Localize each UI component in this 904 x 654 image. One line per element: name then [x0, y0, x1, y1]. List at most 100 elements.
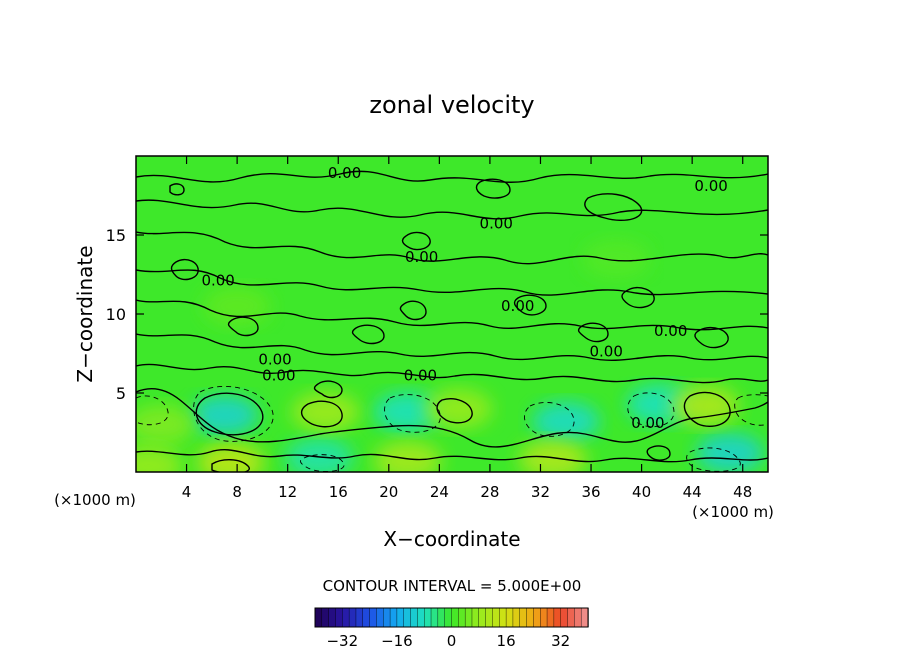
plot-area: 0.000.000.000.000.000.000.000.000.000.00…: [106, 155, 769, 501]
x-tick-label: 40: [632, 483, 651, 501]
y-axis-ticks: 5 10 15: [106, 226, 768, 403]
colorbar-tick-label: 32: [551, 632, 570, 650]
contour-labels: 0.000.000.000.000.000.000.000.000.000.00…: [201, 164, 727, 432]
x-unit-right: (×1000 m): [692, 503, 774, 521]
colorbar-cell: [430, 607, 439, 628]
colorbar-cell: [383, 607, 391, 628]
contour-line: [170, 258, 199, 281]
field-blob: [136, 445, 183, 472]
contour-line: [195, 392, 264, 436]
contour-label: 0.00: [405, 248, 438, 266]
field-blob: [196, 442, 265, 472]
chart-title: zonal velocity: [369, 91, 534, 119]
colorbar-cell: [464, 607, 473, 628]
colorbar-cell: [410, 607, 419, 628]
colorbar-cell: [328, 607, 337, 628]
colorbar-cell: [499, 607, 507, 628]
colorbar-cell: [335, 607, 344, 628]
colorbar-cell: [478, 607, 487, 628]
field-blob: [285, 437, 354, 472]
x-unit-left: (×1000 m): [54, 491, 136, 509]
x-tick-label: 48: [733, 483, 752, 501]
y-tick-label: 15: [106, 226, 126, 245]
colorbar-cell: [553, 607, 562, 628]
field-blob: [373, 440, 442, 472]
x-tick-label: 20: [379, 483, 398, 501]
field-blob: [696, 433, 765, 472]
colorbar-tick-label: 0: [447, 632, 457, 650]
contour-label: 0.00: [262, 366, 295, 384]
contour-label: 0.00: [404, 366, 437, 384]
colorbar-tick-label: −16: [381, 632, 413, 650]
field-blob: [373, 391, 442, 432]
colorbar-cell: [417, 607, 425, 628]
x-tick-label: 24: [430, 483, 449, 501]
x-tick-label: 44: [683, 483, 702, 501]
colorbar: −32 −16 0 16 32: [314, 607, 589, 650]
contour-label: 0.00: [501, 297, 534, 315]
colorbar-cell: [437, 607, 446, 628]
colorbar-cell: [389, 607, 398, 628]
y-tick-label: 5: [116, 384, 126, 403]
contour-interval-label: CONTOUR INTERVAL = 5.000E+00: [323, 577, 582, 595]
colorbar-cell: [485, 607, 494, 628]
contour-line: [436, 398, 473, 424]
field-blob: [519, 439, 588, 472]
x-axis-ticks: 4 8 12 16 20 24 28 32 36 40 44 48: [182, 156, 752, 501]
x-tick-label: 16: [329, 483, 348, 501]
contour-line: [136, 170, 768, 183]
colorbar-cell: [403, 607, 412, 628]
field-blob: [136, 404, 196, 445]
colorbar-cell: [560, 607, 569, 628]
contour-line: [683, 391, 731, 428]
x-axis-label: X−coordinate: [383, 527, 520, 551]
x-tick-label: 32: [531, 483, 550, 501]
colorbar-cell: [321, 607, 330, 628]
contour-line: [577, 322, 609, 343]
colorbar-tick-label: 16: [497, 632, 516, 650]
x-tick-label: 12: [278, 483, 297, 501]
contour-line: [301, 400, 343, 428]
negative-contour-line: [734, 394, 768, 426]
colorbar-cells: [314, 607, 589, 628]
colorbar-cell: [519, 607, 528, 628]
contour-label: 0.00: [328, 164, 361, 182]
contour-lines: [136, 170, 768, 472]
x-tick-label: 28: [480, 483, 499, 501]
contour-line: [136, 269, 768, 296]
colorbar-cell: [546, 607, 555, 628]
colorbar-cell: [355, 607, 364, 628]
colorbar-cell: [471, 607, 480, 628]
contour-line: [211, 459, 251, 472]
colorbar-ticks: −32 −16 0 16 32: [326, 632, 570, 650]
contour-line: [136, 449, 768, 463]
colorbar-cell: [526, 607, 535, 628]
contour-line: [227, 316, 259, 337]
contour-line: [399, 300, 427, 321]
negative-contour-line: [300, 454, 345, 472]
colorbar-cell: [492, 607, 500, 628]
colorbar-cell: [396, 607, 405, 628]
contour-line: [169, 183, 185, 196]
field-blob: [203, 286, 272, 327]
negative-contour-line: [136, 395, 169, 426]
x-tick-label: 36: [581, 483, 600, 501]
contour-label: 0.00: [258, 351, 291, 369]
contour-line: [513, 294, 547, 316]
field-blob: [582, 238, 651, 279]
contour-line: [136, 299, 768, 331]
x-tick-label: 4: [182, 483, 192, 501]
contour-label: 0.00: [480, 215, 513, 233]
contour-label: 0.00: [654, 322, 687, 340]
x-tick-label: 8: [232, 483, 242, 501]
colorbar-cell: [512, 607, 521, 628]
contour-line: [136, 363, 768, 384]
colorbar-cell: [314, 607, 323, 628]
contour-label: 0.00: [694, 177, 727, 195]
colorbar-cell: [342, 607, 350, 628]
colorbar-cell: [376, 607, 384, 628]
colorbar-cell: [580, 607, 589, 628]
contour-line: [646, 445, 671, 461]
negative-contour-line: [686, 447, 741, 472]
